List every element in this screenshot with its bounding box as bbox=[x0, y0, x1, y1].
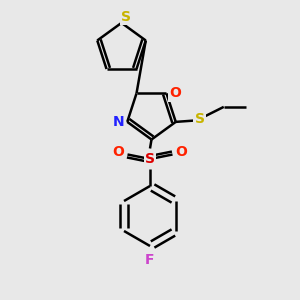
Text: S: S bbox=[121, 10, 131, 24]
Text: F: F bbox=[145, 253, 155, 266]
Text: N: N bbox=[112, 115, 124, 129]
Text: S: S bbox=[145, 152, 155, 166]
Text: S: S bbox=[195, 112, 205, 126]
Text: O: O bbox=[176, 145, 188, 158]
Text: O: O bbox=[169, 86, 181, 100]
Text: O: O bbox=[112, 145, 124, 158]
